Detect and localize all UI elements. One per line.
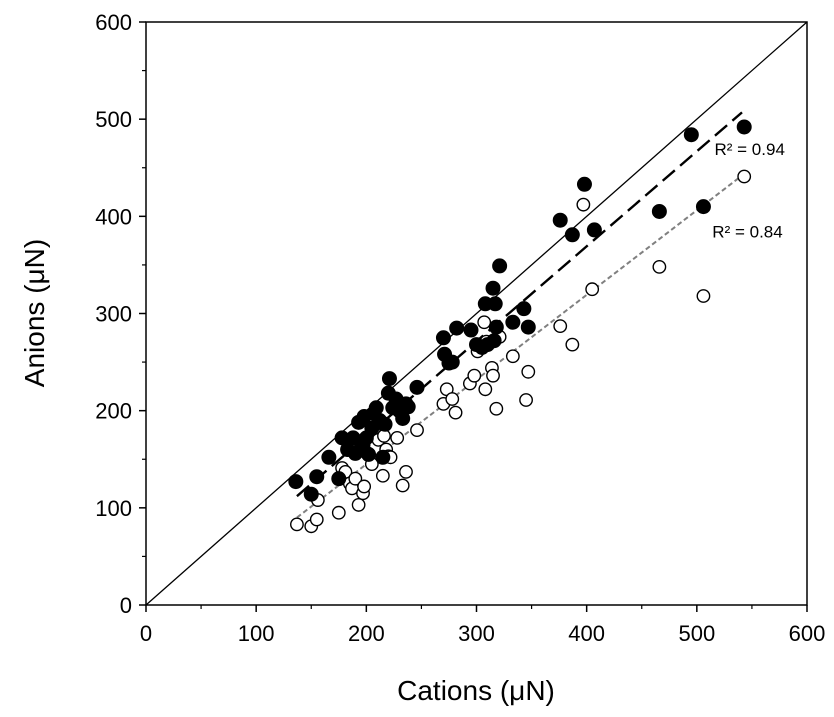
open-data-point [445,392,460,406]
open-data-point [390,430,405,445]
filled-data-point [683,127,699,143]
open-data-point [696,289,711,303]
axes-layer: 0 100 200 300 400 500 600 0 100 200 300 400 500 600 [95,10,825,646]
filled-data-point [409,379,425,395]
filled-data-point [576,176,592,192]
open-data-point [290,517,304,532]
trend-line [296,174,743,519]
filled-data-point [303,486,319,502]
y-tick-label: 600 [95,10,132,35]
filled-data-point [361,446,377,462]
filled-data-point [564,227,580,243]
filled-data-point [505,314,521,330]
x-axis-title: Cations (μN) [397,675,555,706]
y-tick-label: 200 [95,399,132,424]
open-data-point [375,468,390,483]
r-squared-label: R² = 0.84 [712,223,782,242]
open-data-point [399,464,413,479]
open-data-point [410,423,424,437]
x-tick-label: 600 [789,621,826,646]
x-tick-label: 500 [678,621,715,646]
y-tick-label: 100 [95,496,132,521]
lines-layer [145,21,808,606]
filled-data-point [449,320,465,336]
points-layer [288,119,752,534]
x-tick-label: 200 [348,621,385,646]
filled-data-point [444,354,460,370]
open-data-point [467,368,482,383]
open-data-point [395,478,410,493]
one-to-one-line [145,21,808,606]
filled-data-point [331,471,347,487]
open-data-point [585,282,600,297]
y-tick-label: 400 [95,204,132,229]
r-squared-label: R² = 0.94 [715,140,785,159]
open-data-point [486,368,500,383]
filled-data-point [400,399,416,415]
y-tick-label: 300 [95,302,132,327]
open-data-point [357,479,372,494]
open-data-point [565,337,580,352]
open-data-point [348,471,363,486]
x-tick-label: 300 [458,621,495,646]
filled-data-point [435,330,451,346]
open-data-point [519,393,533,407]
y-axis-title: Anions (μN) [19,239,50,387]
x-tick-label: 0 [140,621,152,646]
filled-data-point [520,319,536,335]
filled-data-point [485,280,501,296]
filled-data-point [586,222,602,238]
filled-data-point [516,301,532,317]
open-data-point [576,197,591,212]
annotations-layer: R² = 0.94 R² = 0.84 [712,140,785,242]
filled-data-point [552,212,568,228]
open-data-point [652,259,667,274]
y-tick-label: 500 [95,107,132,132]
open-data-point [478,382,493,397]
filled-data-point [309,469,325,485]
filled-data-point [492,258,508,274]
y-tick-label: 0 [120,593,132,618]
x-tick-label: 400 [568,621,605,646]
filled-data-point [695,199,711,215]
open-data-point [309,512,324,527]
open-data-point [505,349,520,364]
open-data-point [351,498,366,512]
open-data-point [521,364,536,379]
x-tick-label: 100 [238,621,275,646]
filled-data-point [375,449,391,465]
filled-data-point [463,322,479,338]
filled-data-point [377,416,393,432]
filled-data-point [488,319,504,335]
open-data-point [553,319,568,334]
filled-data-point [651,203,667,219]
filled-data-point [487,296,503,312]
filled-data-point [321,449,337,465]
filled-data-point [288,474,304,490]
open-data-point [448,405,463,420]
filled-data-point [736,119,752,135]
open-data-point [331,505,346,520]
open-data-point [489,401,504,416]
filled-data-point [381,371,397,387]
filled-data-point [486,333,502,349]
open-data-point [737,169,752,184]
open-data-point [477,315,492,330]
filled-data-point [368,400,384,416]
